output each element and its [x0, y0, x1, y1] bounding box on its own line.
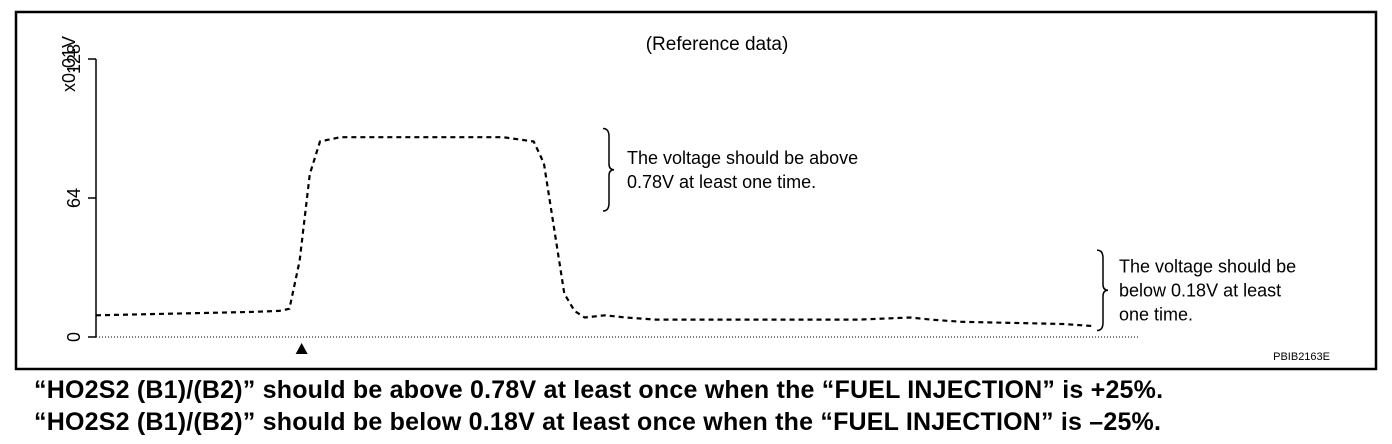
caption-line-1: “HO2S2 (B1)/(B2)” should be above 0.78V …	[34, 376, 1164, 404]
chart-title: (Reference data)	[646, 34, 789, 55]
plot-area	[95, 136, 1094, 354]
annotation-brace-0	[602, 127, 615, 212]
series-line-0	[95, 136, 1094, 328]
annotation-0-line-0: The voltage should be above	[627, 148, 858, 168]
annotation-1-line-0: The voltage should be	[1119, 256, 1296, 276]
annotation-1-line-1: below 0.18V at least	[1119, 280, 1281, 300]
y-tick-label-2: 128	[64, 44, 84, 74]
annotation-0-line-1: 0.78V at least one time.	[627, 172, 816, 192]
y-tick-label-0: 0	[64, 332, 84, 342]
figure-code: PBIB2163E	[1273, 351, 1330, 363]
annotation-1-line-2: one time.	[1119, 304, 1193, 324]
axes: 0 64 128	[64, 44, 1138, 342]
annotation-brace-1	[1096, 249, 1109, 332]
trigger-marker	[295, 343, 308, 354]
caption-line-2: “HO2S2 (B1)/(B2)” should be below 0.18V …	[34, 408, 1162, 436]
chart-frame	[14, 10, 1378, 371]
y-tick-label-1: 64	[64, 188, 84, 208]
y-axis-label: x0.01V	[59, 36, 79, 92]
annotations: The voltage should be above 0.78V at leas…	[602, 127, 1296, 332]
